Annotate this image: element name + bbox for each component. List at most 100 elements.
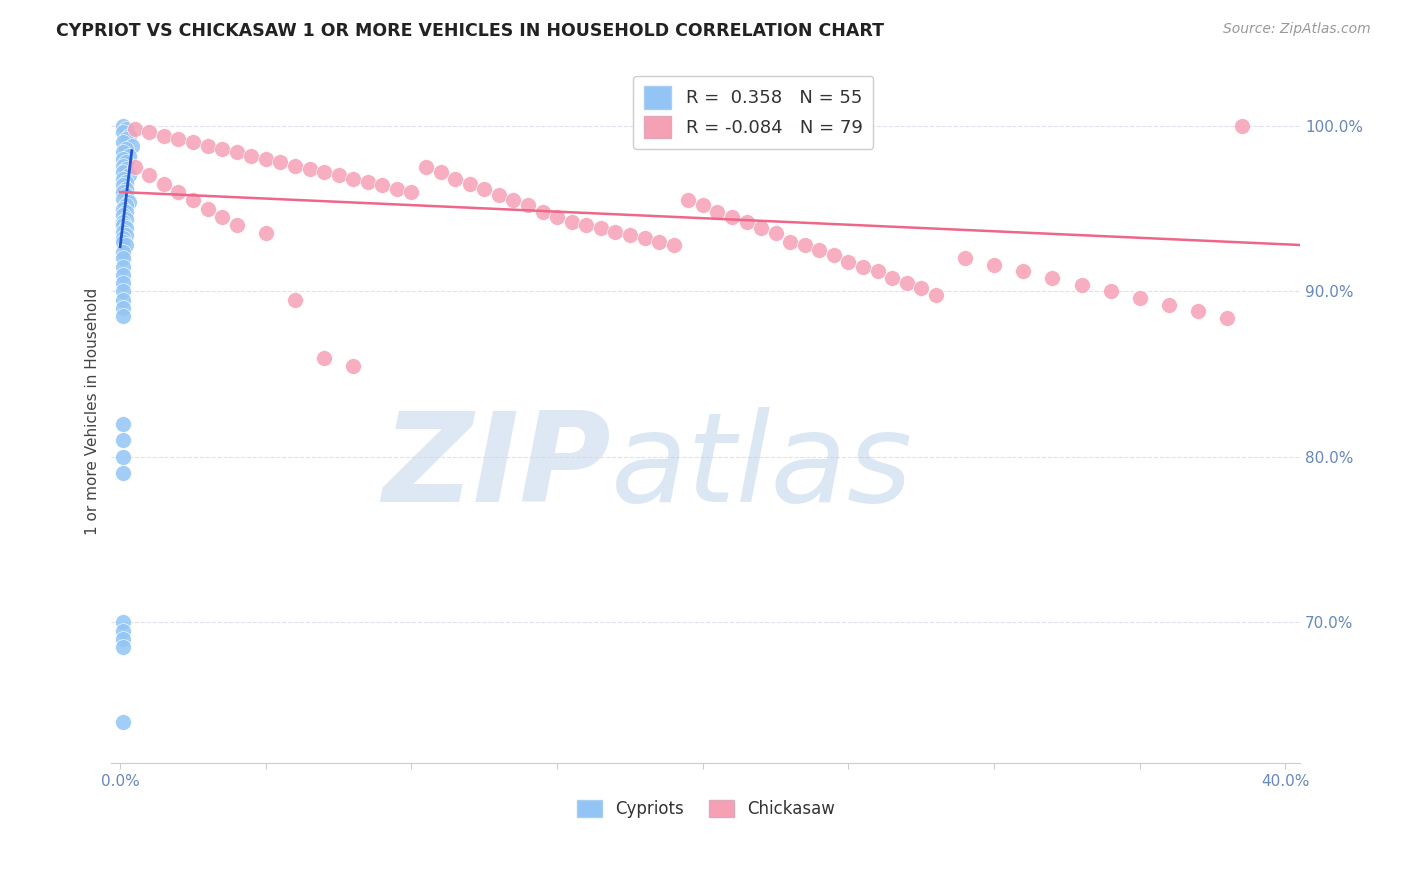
Point bbox=[121, 138, 143, 153]
Point bbox=[112, 125, 135, 139]
Point bbox=[112, 225, 135, 239]
Point bbox=[115, 182, 138, 196]
Point bbox=[619, 228, 641, 243]
Point bbox=[866, 264, 889, 278]
Point bbox=[115, 205, 138, 219]
Point bbox=[112, 152, 135, 166]
Point bbox=[112, 171, 135, 186]
Point bbox=[823, 248, 845, 262]
Point bbox=[167, 185, 190, 199]
Point bbox=[676, 194, 699, 208]
Point bbox=[112, 192, 135, 206]
Point bbox=[371, 178, 394, 193]
Point bbox=[254, 152, 277, 166]
Point bbox=[197, 202, 219, 216]
Point bbox=[925, 287, 948, 301]
Point bbox=[115, 161, 138, 176]
Point bbox=[429, 165, 451, 179]
Point bbox=[735, 215, 758, 229]
Point bbox=[115, 122, 138, 136]
Point bbox=[648, 235, 671, 249]
Point bbox=[1042, 271, 1064, 285]
Point bbox=[225, 145, 247, 160]
Point bbox=[1230, 119, 1253, 133]
Legend: Cypriots, Chickasaw: Cypriots, Chickasaw bbox=[569, 794, 842, 825]
Point bbox=[115, 155, 138, 169]
Point bbox=[910, 281, 932, 295]
Point bbox=[112, 417, 135, 431]
Point bbox=[112, 252, 135, 266]
Point bbox=[254, 227, 277, 241]
Point bbox=[112, 231, 135, 245]
Y-axis label: 1 or more Vehicles in Household: 1 or more Vehicles in Household bbox=[86, 288, 100, 535]
Point bbox=[765, 227, 787, 241]
Text: CYPRIOT VS CHICKASAW 1 OR MORE VEHICLES IN HOUSEHOLD CORRELATION CHART: CYPRIOT VS CHICKASAW 1 OR MORE VEHICLES … bbox=[56, 22, 884, 40]
Point bbox=[112, 309, 135, 323]
Point bbox=[112, 202, 135, 216]
Point bbox=[112, 450, 135, 464]
Point bbox=[502, 194, 524, 208]
Point bbox=[112, 185, 135, 199]
Point bbox=[211, 210, 233, 224]
Point bbox=[517, 198, 540, 212]
Point bbox=[1216, 310, 1239, 325]
Point bbox=[112, 215, 135, 229]
Point bbox=[284, 159, 307, 173]
Point bbox=[488, 188, 510, 202]
Point bbox=[112, 624, 135, 638]
Point bbox=[124, 160, 146, 174]
Point bbox=[472, 182, 495, 196]
Point bbox=[112, 218, 135, 232]
Point bbox=[953, 252, 976, 266]
Point bbox=[112, 293, 135, 307]
Point bbox=[153, 177, 176, 191]
Point bbox=[458, 177, 481, 191]
Point bbox=[167, 132, 190, 146]
Point bbox=[531, 205, 554, 219]
Point bbox=[138, 125, 160, 139]
Point bbox=[112, 159, 135, 173]
Point bbox=[112, 178, 135, 193]
Point bbox=[749, 221, 772, 235]
Point bbox=[692, 198, 714, 212]
Point bbox=[112, 467, 135, 481]
Point bbox=[112, 714, 135, 729]
Point bbox=[983, 258, 1005, 272]
Point bbox=[298, 161, 321, 176]
Point bbox=[112, 136, 135, 150]
Point bbox=[561, 215, 583, 229]
Point bbox=[112, 145, 135, 160]
Point bbox=[115, 175, 138, 189]
Point bbox=[721, 210, 744, 224]
Point bbox=[118, 128, 141, 143]
Text: Source: ZipAtlas.com: Source: ZipAtlas.com bbox=[1223, 22, 1371, 37]
Point bbox=[779, 235, 801, 249]
Point bbox=[1099, 285, 1122, 299]
Point bbox=[605, 225, 627, 239]
Text: atlas: atlas bbox=[610, 407, 912, 528]
Point bbox=[112, 208, 135, 222]
Point bbox=[312, 351, 335, 365]
Point bbox=[882, 271, 904, 285]
Point bbox=[837, 254, 859, 268]
Point bbox=[112, 119, 135, 133]
Point bbox=[112, 260, 135, 274]
Point bbox=[112, 301, 135, 315]
Point bbox=[342, 359, 364, 373]
Point bbox=[312, 165, 335, 179]
Point bbox=[589, 221, 612, 235]
Point bbox=[112, 615, 135, 630]
Point bbox=[112, 632, 135, 646]
Point bbox=[197, 138, 219, 153]
Point bbox=[181, 136, 204, 150]
Point bbox=[112, 640, 135, 655]
Point bbox=[112, 285, 135, 299]
Point bbox=[112, 434, 135, 448]
Point bbox=[706, 205, 728, 219]
Point bbox=[1012, 264, 1035, 278]
Point bbox=[401, 185, 423, 199]
Point bbox=[115, 211, 138, 226]
Point bbox=[1187, 304, 1209, 318]
Point bbox=[240, 148, 263, 162]
Point bbox=[211, 142, 233, 156]
